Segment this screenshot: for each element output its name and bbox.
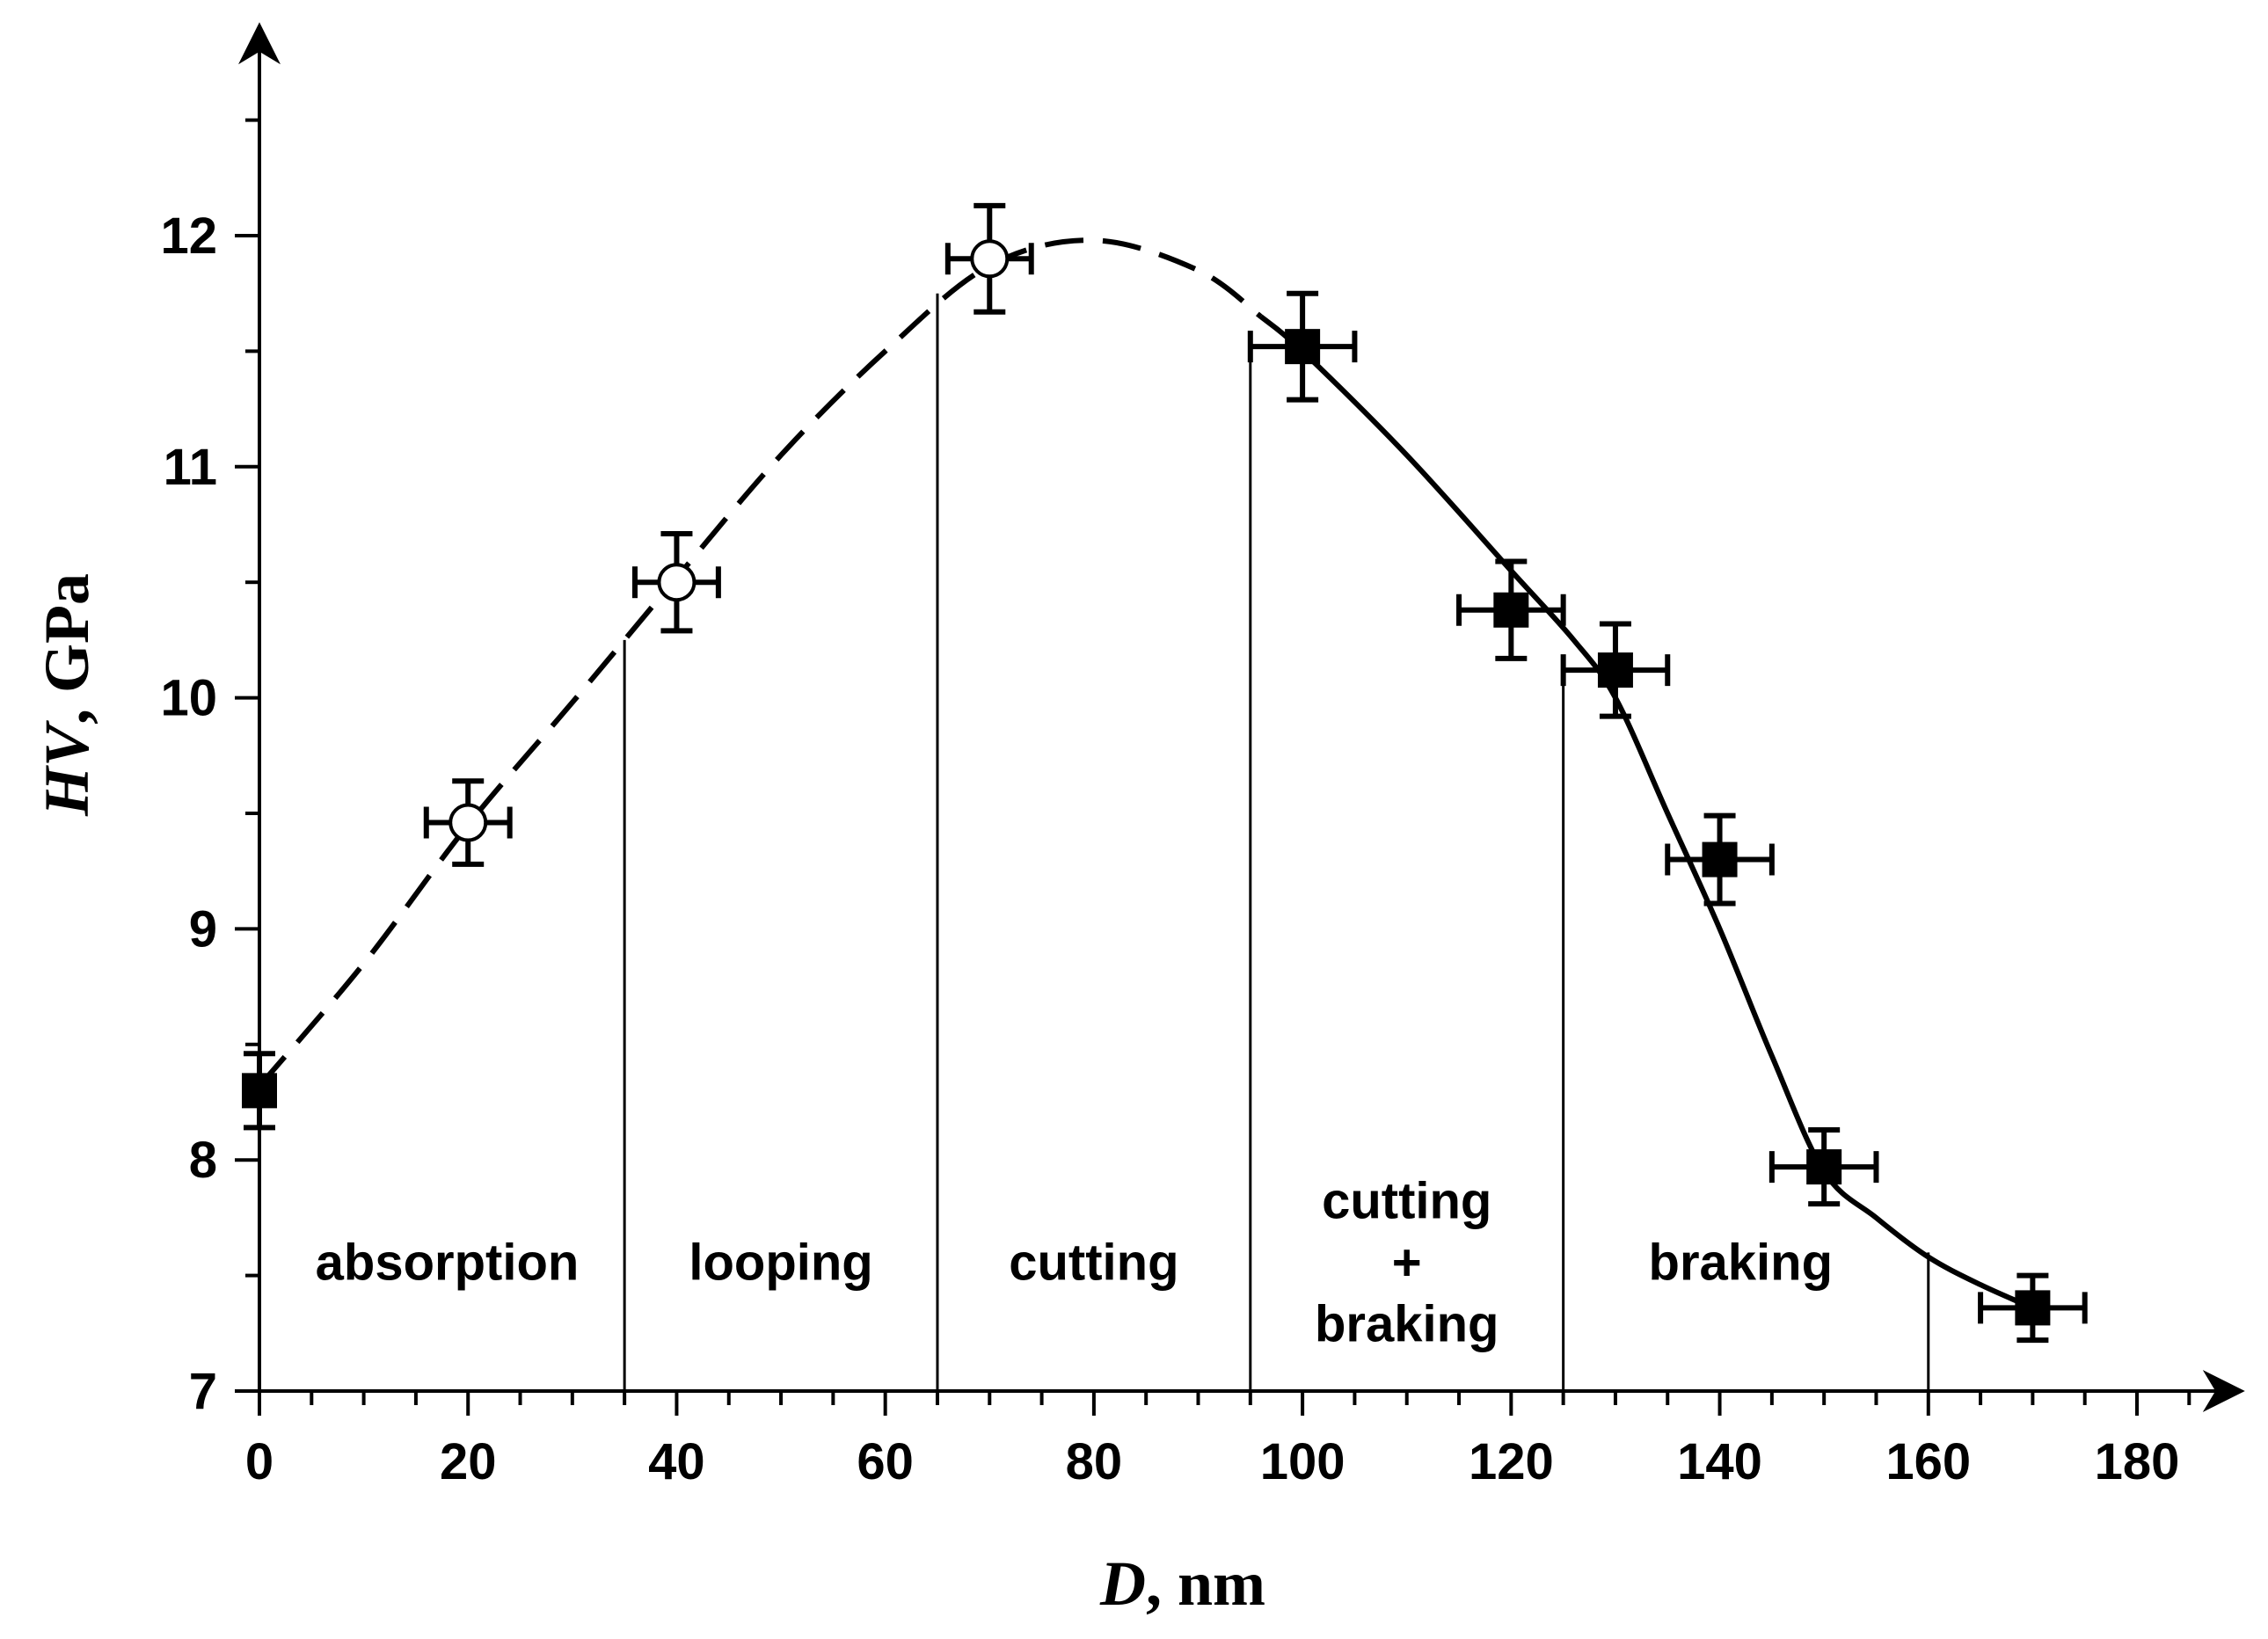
fit-curve-solid <box>1258 314 2034 1311</box>
x-tick-label: 60 <box>857 1433 914 1490</box>
data-points <box>242 202 2088 1344</box>
y-tick-label: 9 <box>189 900 217 958</box>
x-tick-label: 40 <box>648 1433 705 1490</box>
region-label-text: looping <box>689 1234 872 1291</box>
square-point-7 <box>1978 1272 2088 1344</box>
y-tick-label: 10 <box>160 670 217 727</box>
filled-square-marker <box>1285 329 1321 365</box>
open-circle-marker <box>657 563 696 602</box>
x-tick-label: 80 <box>1066 1433 1123 1490</box>
region-label-text: braking <box>1315 1295 1499 1352</box>
region-label-3: cutting <box>1009 1234 1178 1291</box>
region-label-2: looping <box>689 1234 872 1291</box>
x-tick-label: 160 <box>1885 1433 1971 1490</box>
region-label-text: braking <box>1649 1234 1834 1291</box>
filled-square-marker <box>1597 652 1633 688</box>
region-labels: absorption looping cuttingcutting+brakingb… <box>316 1172 1833 1352</box>
square-point-4 <box>1560 621 1671 719</box>
x-tick-label: 20 <box>440 1433 497 1490</box>
y-axis-title: HV, GPa <box>32 573 102 817</box>
open-circle-marker <box>970 239 1010 279</box>
y-tick-label: 8 <box>189 1132 217 1189</box>
y-tick-label: 12 <box>160 208 217 265</box>
square-point-1 <box>242 1051 277 1131</box>
square-point-3 <box>1456 558 1566 661</box>
square-point-6 <box>1768 1127 1879 1207</box>
region-label-text: absorption <box>316 1234 580 1291</box>
region-label-1: absorption <box>316 1234 580 1291</box>
region-label-5: braking <box>1649 1234 1834 1291</box>
filled-square-marker <box>1493 592 1529 628</box>
region-label-text: cutting <box>1009 1234 1178 1291</box>
x-tick-label: 180 <box>2095 1433 2180 1490</box>
fit-curve-dashed <box>257 237 1263 1089</box>
filled-square-marker <box>1806 1149 1842 1185</box>
square-point-2 <box>1247 290 1358 403</box>
open-circle-marker <box>448 803 488 842</box>
circle-point-3 <box>944 202 1034 315</box>
region-label-text: + <box>1392 1234 1422 1291</box>
region-boundaries <box>623 293 1930 1391</box>
x-tick-label: 0 <box>245 1433 273 1490</box>
x-tick-label: 100 <box>1260 1433 1345 1490</box>
x-tick-label: 140 <box>1677 1433 1762 1490</box>
filled-square-marker <box>242 1073 277 1109</box>
square-point-5 <box>1665 812 1775 907</box>
circle-point-2 <box>632 531 721 634</box>
fit-curve <box>257 237 2034 1311</box>
x-axis-title: D, nm <box>1099 1548 1265 1619</box>
region-label-text: cutting <box>1322 1172 1491 1229</box>
region-label-4: cutting+braking <box>1315 1172 1499 1352</box>
circle-point-1 <box>423 778 513 867</box>
x-tick-label: 120 <box>1469 1433 1554 1490</box>
ticks: 0 20 40 60 80 100 120 140 160 180 7 8 9 10 11 12 <box>160 118 2191 1490</box>
filled-square-marker <box>1702 841 1738 878</box>
y-tick-label: 11 <box>164 439 217 496</box>
y-tick-label: 7 <box>189 1363 217 1420</box>
filled-square-marker <box>2015 1290 2051 1326</box>
